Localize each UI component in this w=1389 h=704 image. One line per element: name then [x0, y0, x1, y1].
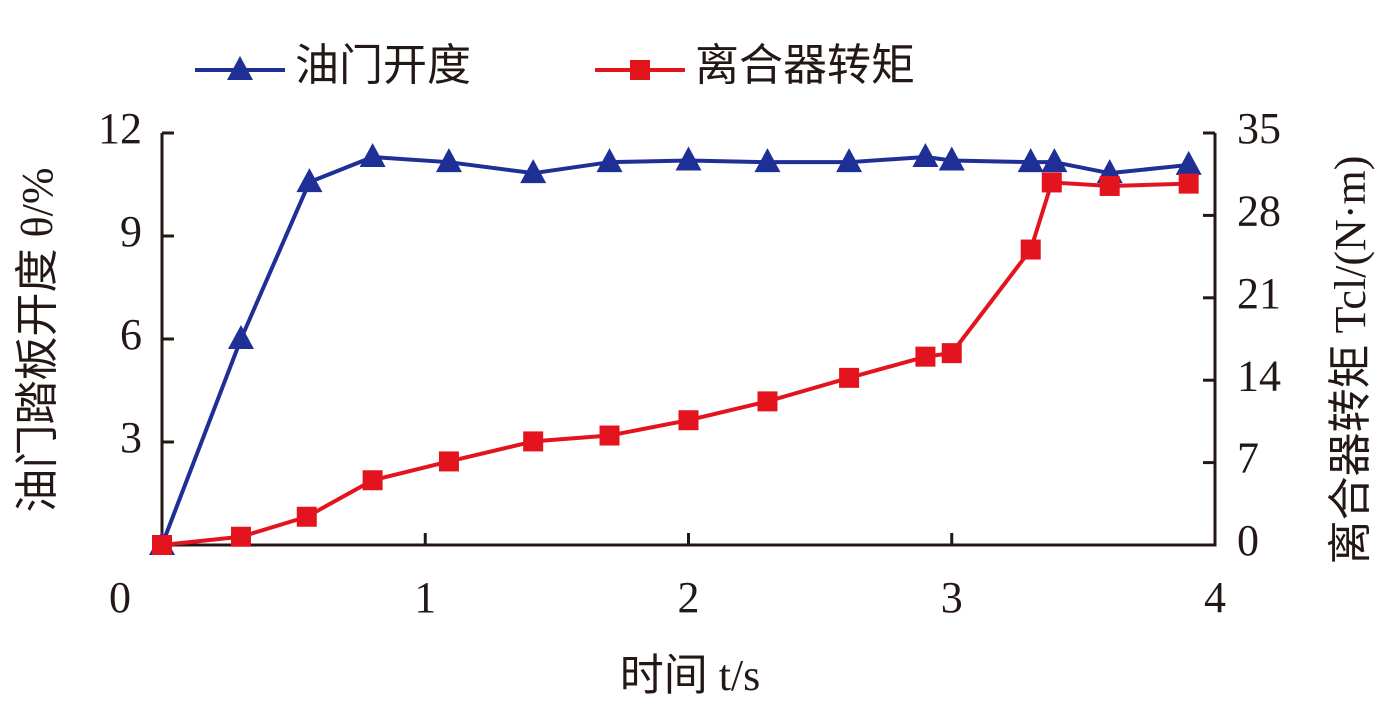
marker — [938, 146, 965, 171]
series-line — [160, 155, 1189, 546]
marker — [152, 535, 172, 555]
marker — [839, 367, 860, 388]
marker — [362, 470, 383, 491]
marker — [678, 410, 699, 431]
marker — [836, 148, 863, 173]
y2-tick-label: 35 — [1237, 104, 1281, 153]
y-tick-label: 9 — [120, 207, 142, 256]
x-axis-label: 时间 t/s — [620, 651, 761, 700]
marker — [435, 148, 462, 173]
y2-tick-label: 28 — [1237, 186, 1281, 235]
marker — [941, 343, 962, 364]
marker — [523, 431, 544, 452]
marker — [675, 146, 702, 171]
marker — [754, 148, 781, 173]
axes — [160, 133, 1217, 547]
marker — [912, 143, 939, 168]
y2-axis-label: 离合器转矩 Tcl/(N·m) — [1326, 156, 1375, 565]
legend-label: 离合器转矩 — [695, 41, 915, 90]
y-axis-label: 油门踏板开度 θ/% — [13, 168, 62, 513]
marker — [596, 148, 623, 173]
x-tick-label: 0 — [109, 573, 131, 622]
marker — [296, 506, 317, 527]
marker — [438, 451, 459, 472]
legend-marker — [630, 60, 650, 80]
marker — [230, 526, 251, 547]
marker — [520, 159, 547, 184]
marker — [1041, 172, 1062, 193]
x-tick-label: 1 — [414, 573, 436, 622]
legend-label: 油门开度 — [295, 41, 471, 90]
marker — [296, 168, 323, 193]
y2-tick-label: 21 — [1237, 269, 1281, 318]
marker — [915, 346, 936, 367]
y-tick-label: 3 — [120, 413, 142, 462]
marker — [1099, 175, 1120, 196]
marker — [1020, 239, 1041, 260]
y2-tick-label: 7 — [1237, 434, 1259, 483]
y2-tick-label: 14 — [1237, 351, 1281, 400]
x-tick-label: 3 — [941, 573, 963, 622]
marker — [1175, 150, 1202, 175]
marker — [1041, 148, 1068, 173]
marker — [1178, 173, 1199, 194]
y2-tick-label: 0 — [1237, 516, 1259, 565]
marker — [227, 325, 254, 349]
marker — [757, 391, 778, 412]
y-tick-label: 6 — [120, 310, 142, 359]
marker — [359, 143, 386, 168]
y-tick-label: 12 — [98, 104, 142, 153]
marker — [1017, 148, 1044, 173]
legend-marker — [227, 56, 253, 80]
x-tick-label: 2 — [678, 573, 700, 622]
marker — [599, 425, 620, 446]
x-tick-label: 4 — [1204, 573, 1226, 622]
series-line — [161, 180, 1189, 547]
